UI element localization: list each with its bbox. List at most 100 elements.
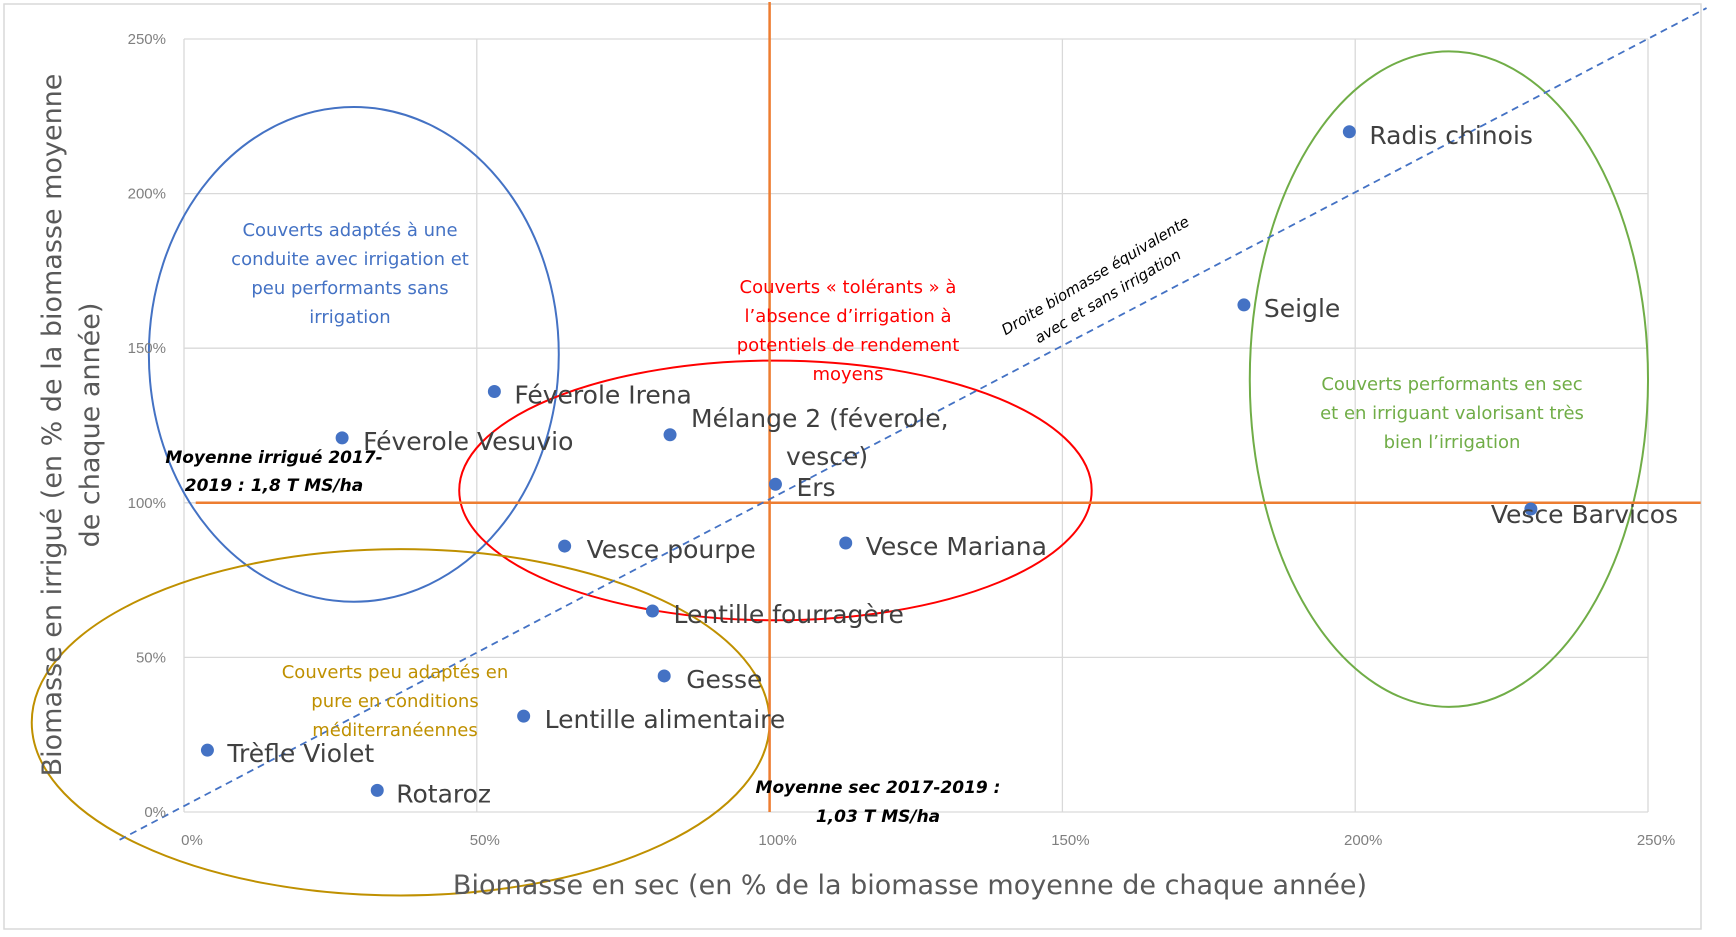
y-tick-label-1: 0% xyxy=(144,804,166,821)
point-label-1: Radis chinois xyxy=(1369,121,1533,150)
point-label-5-line-1: Mélange 2 (féverole, xyxy=(691,404,949,433)
average-annotations: Moyenne irrigué 2017-2019 : 1,8 T MS/haM… xyxy=(165,448,1000,827)
group-label-green-line-3: bien l’irrigation xyxy=(1384,432,1521,453)
x-tick-label-1: 0% xyxy=(181,832,203,849)
group-ellipses xyxy=(30,50,1649,897)
group-label-blue-line-4: irrigation xyxy=(309,307,390,328)
x-tick-label-6: 250% xyxy=(1637,832,1675,849)
point-label-8-line-1: Vesce pourpe xyxy=(587,535,756,564)
annotation-moyenne-irrigue-line-1: Moyenne irrigué 2017- xyxy=(165,448,382,468)
point-label-2: Seigle xyxy=(1264,294,1340,323)
data-point-14 xyxy=(370,783,384,797)
point-label-13: Trèfle Violet xyxy=(226,739,374,768)
group-label-red: Couverts « tolérants » à l’absence d’irri… xyxy=(737,277,960,385)
chart-frame xyxy=(3,3,1702,930)
data-point-1 xyxy=(1342,125,1356,139)
axis-titles: Biomasse en sec (en % de la biomasse moy… xyxy=(37,74,1367,901)
point-labels: Radis chinois Seigle Féverole Irena Féverol… xyxy=(226,121,1678,809)
annotation-moyenne-sec-line-2: 1,03 T MS/ha xyxy=(816,807,940,827)
point-label-3-line-1: Féverole Irena xyxy=(514,380,692,409)
data-point-12 xyxy=(517,709,531,723)
annotation-moyenne-irrigue: Moyenne irrigué 2017- 2019 : 1,8 T MS/ha xyxy=(165,448,382,496)
point-label-12: Lentille alimentaire xyxy=(545,705,786,734)
data-point-5 xyxy=(663,428,677,442)
point-label-8: Vesce pourpe xyxy=(587,535,756,564)
data-point-4 xyxy=(335,431,349,445)
y-tick-label-2: 50% xyxy=(136,649,166,666)
group-label-gold: Couverts peu adaptés en pure en condition… xyxy=(282,662,509,741)
group-label-gold-line-3: méditerranéennes xyxy=(312,720,478,741)
point-label-6-line-1: Ers xyxy=(796,473,835,502)
annotation-moyenne-sec-line-1: Moyenne sec 2017-2019 : xyxy=(756,778,1001,798)
y-axis-title-text-line-1: Biomasse en irrigué (en % de la biomasse… xyxy=(37,74,68,777)
point-label-11: Gesse xyxy=(686,665,762,694)
ellipse-blue xyxy=(147,106,560,603)
x-tick-label-2: 50% xyxy=(470,832,500,849)
point-label-4-line-1: Féverole Vesuvio xyxy=(363,427,573,456)
data-point-2 xyxy=(1237,298,1251,312)
data-point-9 xyxy=(839,536,853,550)
data-points xyxy=(200,125,1538,797)
ellipse-red xyxy=(458,359,1093,622)
point-label-5-line-2: vesce) xyxy=(786,442,868,471)
group-label-green-line-2: et en irriguant valorisant très xyxy=(1320,403,1584,424)
point-label-14-line-1: Rotaroz xyxy=(396,779,491,808)
x-tick-label-4: 150% xyxy=(1051,832,1089,849)
point-label-6: Ers xyxy=(796,473,835,502)
group-label-blue-line-2: conduite avec irrigation et xyxy=(231,249,469,270)
data-point-7 xyxy=(1524,502,1538,516)
x-tick-label-5: 200% xyxy=(1344,832,1382,849)
data-point-6 xyxy=(768,477,782,491)
y-tick-label-4: 150% xyxy=(128,340,166,357)
group-label-blue: Couverts adaptés à une conduite avec irri… xyxy=(231,220,469,328)
y-axis-title: Biomasse en irrigué (en % de la biomasse… xyxy=(37,74,106,777)
point-label-11-line-1: Gesse xyxy=(686,665,762,694)
point-label-7-line-1: Vesce Barvicos xyxy=(1491,500,1678,529)
data-point-13 xyxy=(200,743,214,757)
point-label-12-line-1: Lentille alimentaire xyxy=(545,705,786,734)
tick-labels: 0% 50% 100% 150% 200% 250% 0% 50% 100% 150% 200% 25… xyxy=(128,31,1676,849)
point-label-10: Lentille fourragère xyxy=(673,600,903,629)
group-label-green-line-1: Couverts performants en sec xyxy=(1321,374,1582,395)
group-label-blue-line-1: Couverts adaptés à une xyxy=(242,220,457,241)
x-axis-title: Biomasse en sec (en % de la biomasse moy… xyxy=(453,870,1367,901)
group-label-red-line-1: Couverts « tolérants » à xyxy=(740,277,957,298)
group-label-blue-line-3: peu performants sans xyxy=(251,278,448,299)
x-tick-label-3: 100% xyxy=(758,832,796,849)
data-point-11 xyxy=(657,669,671,683)
point-label-10-line-1: Lentille fourragère xyxy=(673,600,903,629)
data-point-8 xyxy=(558,539,572,553)
point-label-14: Rotaroz xyxy=(396,779,491,808)
point-label-2-line-1: Seigle xyxy=(1264,294,1340,323)
group-label-red-line-4: moyens xyxy=(812,364,883,385)
point-label-7: Vesce Barvicos xyxy=(1491,500,1678,529)
y-tick-label-3: 100% xyxy=(128,495,166,512)
point-label-3: Féverole Irena xyxy=(514,380,692,409)
group-labels: Couverts adaptés à une conduite avec irri… xyxy=(231,220,1584,741)
point-label-1-line-1: Radis chinois xyxy=(1369,121,1533,150)
point-label-9-line-1: Vesce Mariana xyxy=(866,532,1047,561)
data-point-10 xyxy=(645,604,659,618)
y-axis-title-text-line-2: de chaque année) xyxy=(75,303,106,548)
point-label-9: Vesce Mariana xyxy=(866,532,1047,561)
annotation-moyenne-irrigue-line-2: 2019 : 1,8 T MS/ha xyxy=(185,476,363,496)
group-label-red-line-2: l’absence d’irrigation à xyxy=(744,306,951,327)
group-label-gold-line-2: pure en conditions xyxy=(311,691,478,712)
y-tick-label-5: 200% xyxy=(128,186,166,203)
point-label-4: Féverole Vesuvio xyxy=(363,427,573,456)
group-label-red-line-3: potentiels de rendement xyxy=(737,335,960,356)
point-label-5: Mélange 2 (féverole, vesce) xyxy=(691,404,949,471)
y-tick-label-6: 250% xyxy=(128,31,166,48)
group-label-gold-line-1: Couverts peu adaptés en xyxy=(282,662,509,683)
diagonal-line xyxy=(119,7,1707,841)
reference-lines xyxy=(195,2,1701,812)
data-point-3 xyxy=(487,384,501,398)
point-label-13-line-1: Trèfle Violet xyxy=(226,739,374,768)
group-label-green: Couverts performants en sec et en irrigua… xyxy=(1320,374,1584,453)
ellipse-green xyxy=(1248,50,1649,708)
annotation-moyenne-sec: Moyenne sec 2017-2019 : 1,03 T MS/ha xyxy=(756,778,1001,827)
y-axis-title-text: Biomasse en irrigué (en % de la biomasse… xyxy=(37,74,106,777)
